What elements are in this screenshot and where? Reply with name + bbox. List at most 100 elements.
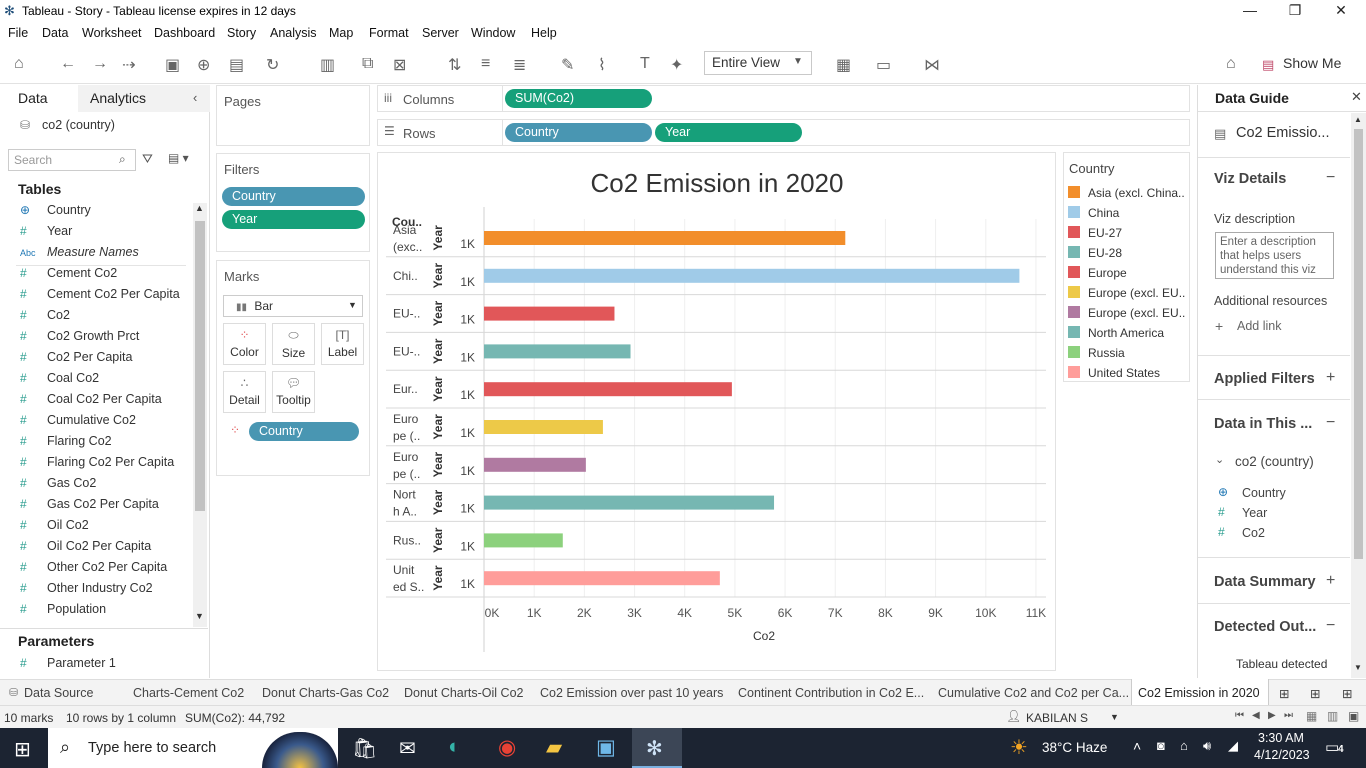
new-story-icon[interactable]: ⊞ — [1342, 687, 1353, 701]
app-icon[interactable]: ▣ — [596, 736, 616, 759]
show-me-button[interactable]: Show Me — [1283, 55, 1342, 71]
clock-time[interactable]: 3:30 AM — [1258, 731, 1304, 745]
tab-donut-gas[interactable]: Donut Charts-Gas Co2 — [262, 686, 390, 700]
notification-icon[interactable]: ▭ — [1325, 739, 1340, 756]
expand-icon[interactable]: + — [1326, 572, 1336, 589]
field-item[interactable]: # Oil Co2 — [20, 518, 89, 538]
new-worksheet-icon[interactable]: ▥ — [320, 57, 336, 74]
field-item[interactable]: # Cement Co2 — [20, 266, 117, 286]
rows-shelf[interactable]: ☰ Rows Country Year — [377, 119, 1190, 146]
network-icon[interactable]: ⌂ — [1180, 738, 1188, 753]
data-in-this-header[interactable]: Data in This ... — [1214, 416, 1313, 432]
tab-analytics[interactable]: Analytics — [90, 90, 147, 106]
windows-start-icon[interactable]: ⊞ — [14, 739, 31, 761]
menu-worksheet[interactable]: Worksheet — [82, 26, 142, 40]
color-button[interactable]: ⁘ Color — [223, 323, 266, 365]
legend-item[interactable]: Asia (excl. China.. — [1068, 186, 1185, 200]
close-icon[interactable]: ✕ — [1351, 89, 1362, 104]
minimize-icon[interactable]: — — [1243, 2, 1257, 18]
data-guide-datasource[interactable]: co2 (country) — [1235, 454, 1314, 469]
chrome-icon[interactable]: ◉ — [498, 736, 517, 759]
next-page-icon[interactable]: ▶ — [1268, 710, 1276, 721]
redo-icon[interactable]: → — [92, 55, 108, 72]
cards-icon[interactable]: ▦ — [836, 57, 852, 74]
bar-europe-excl-eu[interactable] — [484, 420, 603, 434]
bar-north-america[interactable] — [484, 495, 775, 510]
volume-icon[interactable]: 🔊︎ — [1203, 738, 1212, 753]
first-page-icon[interactable]: ⏮ — [1235, 710, 1244, 721]
pages-card[interactable]: Pages — [216, 85, 370, 146]
collapse-icon[interactable]: − — [1326, 169, 1336, 186]
collapse-icon[interactable]: − — [1326, 617, 1336, 634]
legend-item[interactable]: United States — [1068, 366, 1160, 380]
replay-icon[interactable]: ⇢ — [122, 57, 136, 74]
menu-server[interactable]: Server — [422, 26, 459, 40]
menu-dashboard[interactable]: Dashboard — [154, 26, 216, 40]
collapse-pane-icon[interactable]: ‹ — [193, 90, 198, 105]
camera-icon[interactable]: ◙ — [1157, 738, 1165, 753]
menu-story[interactable]: Story — [227, 26, 257, 40]
collapse-icon[interactable]: − — [1326, 414, 1336, 431]
scroll-up-icon[interactable]: ▲ — [1354, 115, 1362, 124]
tab-emission-10-years[interactable]: Co2 Emission over past 10 years — [540, 686, 724, 700]
format-painter-icon[interactable]: ⌂ — [1226, 55, 1236, 72]
undo-icon[interactable]: ← — [60, 55, 76, 72]
clock-date[interactable]: 4/12/2023 — [1254, 748, 1310, 762]
chevron-down-icon[interactable]: ▼ — [1110, 712, 1119, 722]
new-dashboard-icon[interactable]: ⊞ — [1310, 687, 1321, 701]
fit-select[interactable]: Entire View ▼ — [704, 51, 812, 75]
refresh-icon[interactable]: ↻ — [266, 57, 280, 74]
mark-type-select[interactable]: ▮▮ Bar ▼ — [223, 295, 363, 317]
field-item[interactable]: # Gas Co2 — [20, 476, 96, 496]
grid-view-icon[interactable]: ▦ — [1306, 709, 1318, 723]
field-item[interactable]: Abc Measure Names — [20, 245, 139, 265]
detected-outliers-header[interactable]: Detected Out... — [1214, 619, 1317, 635]
scroll-down-icon[interactable]: ▼ — [1354, 663, 1362, 672]
field-item[interactable]: # Co2 Growth Prct — [20, 329, 139, 349]
filter-pill-year[interactable]: Year — [222, 210, 365, 229]
scrollbar[interactable]: ▲ ▼ — [1351, 113, 1366, 678]
data-summary-header[interactable]: Data Summary — [1214, 574, 1316, 590]
tab-view-icon[interactable]: ▣ — [1348, 709, 1360, 723]
scroll-up-icon[interactable]: ▲ — [195, 203, 204, 213]
presentation-icon[interactable]: ▭ — [876, 57, 892, 74]
sort-ascending-icon[interactable]: ≡ — [481, 55, 491, 72]
clear-sheet-icon[interactable]: ⊠ — [393, 57, 407, 74]
field-item[interactable]: # Flaring Co2 — [20, 434, 112, 454]
add-icon[interactable]: + — [1215, 318, 1224, 334]
legend-item[interactable]: Europe (excl. EU.. — [1068, 306, 1185, 320]
viz-details-header[interactable]: Viz Details — [1214, 171, 1287, 187]
parameter-item[interactable]: # Parameter 1 — [20, 656, 116, 676]
expand-icon[interactable]: + — [1326, 369, 1336, 386]
field-item[interactable]: ⊕ Country — [20, 203, 91, 223]
new-datasource-icon[interactable]: ⊕ — [197, 57, 211, 74]
tab-data[interactable]: Data — [18, 90, 48, 106]
field-item[interactable]: # Year — [20, 224, 72, 244]
label-button[interactable]: [T] Label — [321, 323, 364, 365]
field-item[interactable]: # Cumulative Co2 — [20, 413, 136, 433]
columns-pill-sum-co2[interactable]: SUM(Co2) — [505, 89, 652, 108]
tab-emission-2020[interactable]: Co2 Emission in 2020 — [1138, 686, 1260, 700]
legend-item[interactable]: Europe — [1068, 266, 1127, 280]
field-item[interactable]: # Other Industry Co2 — [20, 581, 153, 601]
field-item[interactable]: # Co2 — [20, 308, 70, 328]
legend-item[interactable]: EU-27 — [1068, 226, 1122, 240]
bar-europe-excl-eu[interactable] — [484, 457, 586, 472]
field-item[interactable]: # Population — [20, 602, 106, 622]
labels-icon[interactable]: T — [640, 55, 650, 72]
scrollbar[interactable]: ▲ ▼ — [193, 203, 207, 627]
add-link[interactable]: Add link — [1237, 319, 1282, 333]
marks-pill-country[interactable]: Country — [249, 422, 359, 441]
group-icon[interactable]: ⌇ — [598, 57, 606, 74]
highlight-icon[interactable]: ✎ — [561, 57, 575, 74]
bar-europe[interactable] — [484, 382, 732, 397]
legend-item[interactable]: China — [1068, 206, 1119, 220]
share-icon[interactable]: ⋈ — [924, 57, 940, 74]
new-worksheet-icon[interactable]: ⊞ — [1279, 687, 1290, 701]
close-icon[interactable]: ✕ — [1335, 2, 1347, 18]
swap-icon[interactable]: ⇅ — [448, 57, 462, 74]
rows-pill-year[interactable]: Year — [655, 123, 802, 142]
tab-cumulative[interactable]: Cumulative Co2 and Co2 per Ca... — [938, 686, 1130, 700]
save-icon[interactable]: ▣ — [165, 57, 181, 74]
tab-charts-cement[interactable]: Charts-Cement Co2 — [133, 686, 245, 700]
